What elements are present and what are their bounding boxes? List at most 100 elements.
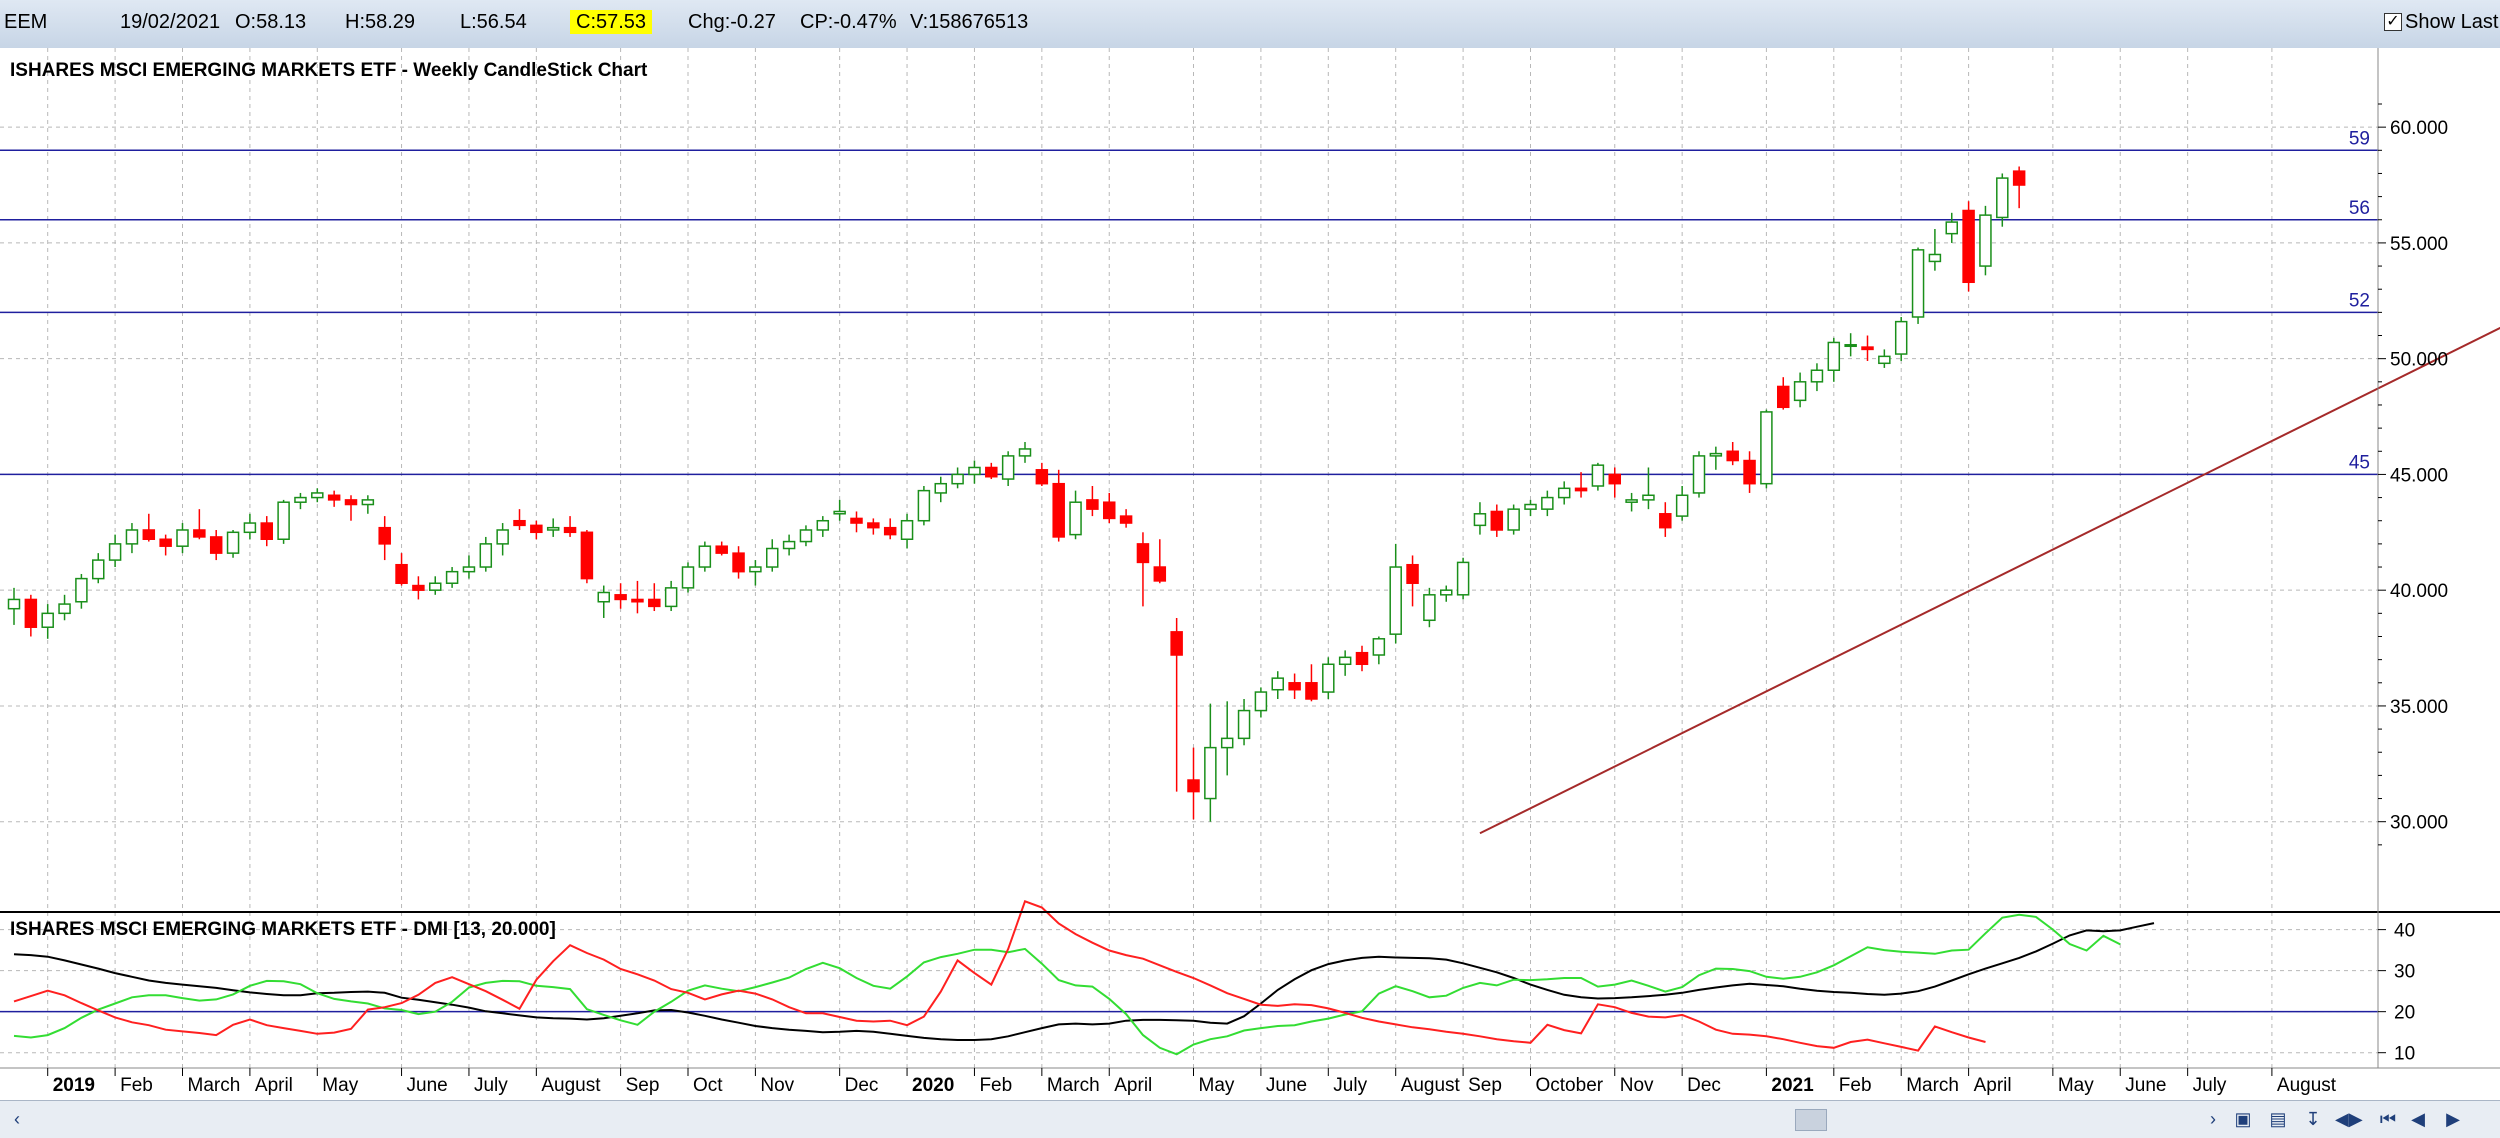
level-label: 56	[2349, 198, 2370, 219]
axes: 60.000 55.000 50.000 45.000 40.000 35.000 30.0…	[0, 48, 2500, 1096]
candle-body	[1894, 320, 1908, 355]
candle-body	[597, 591, 610, 603]
candle-body	[1035, 469, 1049, 485]
dmi-chart-title: ISHARES MSCI EMERGING MARKETS ETF - DMI …	[10, 919, 556, 940]
zoom-in-icon[interactable]: ▣	[2234, 1109, 2252, 1129]
zoom-out-icon[interactable]: ▤	[2269, 1109, 2287, 1129]
candle-body	[1052, 482, 1065, 538]
level-label: 52	[2349, 290, 2370, 311]
candle-body	[648, 598, 661, 608]
candle-body	[1001, 455, 1015, 480]
candle-body	[1220, 737, 1234, 749]
x-tick-label: May	[2058, 1075, 2094, 1096]
candle-body	[1979, 214, 1992, 267]
change-label: Chg:-0.27	[688, 11, 776, 33]
dmi-y-tick-label: 30	[2394, 962, 2415, 983]
candle-body	[1810, 369, 1824, 383]
candle-body	[1675, 494, 1689, 517]
candle-body	[412, 584, 425, 591]
candle-body	[1338, 656, 1352, 666]
level-label: 45	[2349, 452, 2370, 473]
dmi-y-tick-label: 10	[2394, 1044, 2415, 1065]
candle-body	[850, 517, 863, 524]
candle-body	[816, 519, 830, 531]
candle-body	[1844, 344, 1857, 348]
candle-body	[429, 582, 442, 591]
prev-bar-icon[interactable]: ◀	[2411, 1109, 2425, 1129]
horizontal-scrollbar[interactable]: ‹ › ▣ ▤ ↧ ◀▶ ⏮ ◀ ▶	[0, 1100, 2500, 1138]
candle-body	[445, 570, 459, 584]
candle-body	[1726, 450, 1739, 462]
candle-body	[176, 529, 189, 547]
x-tick-label: March	[188, 1075, 241, 1096]
candle-body	[1777, 385, 1790, 409]
candle-body	[1962, 209, 1975, 284]
x-tick-label: Feb	[1839, 1075, 1872, 1096]
candle-body	[1271, 677, 1284, 691]
scroll-left-icon[interactable]: ‹	[14, 1109, 20, 1129]
close-label: C:57.53	[570, 10, 653, 34]
x-tick-label: Dec	[1687, 1075, 1721, 1096]
candle-body	[159, 538, 172, 547]
candle-body	[1928, 253, 1942, 263]
dmi-y-tick-label: 20	[2394, 1003, 2415, 1024]
symbol-label: EEM	[4, 11, 48, 33]
candle-body	[294, 496, 307, 503]
price-panel: 59 56 52 45	[0, 128, 2500, 835]
next-bar-icon[interactable]: ▶	[2446, 1109, 2460, 1129]
x-tick-label: Feb	[120, 1075, 153, 1096]
candle-body	[1996, 177, 2009, 219]
x-tick-label: April	[1114, 1075, 1152, 1096]
chart-area[interactable]: 59 56 52 45 60.000 55.000 50.000 45.000 40.000 3…	[0, 48, 2500, 1100]
candle-body	[546, 526, 560, 531]
candle-body	[1642, 494, 1655, 501]
candle-body	[1136, 543, 1150, 564]
x-tick-label: Feb	[979, 1075, 1012, 1096]
candle-body	[24, 598, 38, 628]
y-tick-label: 50.000	[2390, 350, 2448, 371]
candle-body	[530, 524, 543, 534]
candle-body	[715, 545, 728, 554]
candle-body	[799, 529, 813, 543]
candle-body	[749, 566, 762, 573]
candle-body	[260, 522, 273, 540]
x-tick-label: June	[407, 1075, 448, 1096]
show-last-checkbox[interactable]: ✓	[2384, 13, 2402, 31]
candle-body	[1355, 651, 1369, 666]
low-label: L:56.54	[460, 11, 527, 33]
candle-body	[1692, 455, 1706, 494]
first-bar-icon[interactable]: ⏮	[2379, 1109, 2397, 1129]
candle-body	[1170, 631, 1183, 656]
x-tick-label: 2021	[1771, 1075, 1814, 1096]
candle-body	[395, 563, 408, 584]
candle-body	[580, 531, 594, 580]
candle-body	[1524, 503, 1537, 510]
scroll-thumb[interactable]	[1795, 1109, 1827, 1131]
dmi-panel	[0, 900, 2378, 1056]
candle-body	[378, 526, 391, 545]
candle-body	[833, 510, 846, 515]
candle-body	[1153, 566, 1167, 582]
candle-body	[92, 559, 105, 580]
candle-body	[327, 494, 341, 501]
open-label: O:58.13	[235, 11, 307, 33]
candle-body	[1440, 589, 1453, 596]
candle-body	[1187, 779, 1200, 793]
x-tick-label: Sep	[1468, 1075, 1502, 1096]
candle-body	[1018, 448, 1032, 457]
candle-body	[193, 529, 206, 538]
x-tick-label: August	[541, 1075, 601, 1096]
candle-body	[934, 482, 947, 494]
export-icon[interactable]: ↧	[2305, 1109, 2321, 1129]
x-tick-label: Nov	[760, 1075, 794, 1096]
scroll-right-icon[interactable]: ›	[2210, 1109, 2216, 1129]
candle-body	[277, 501, 290, 540]
candle-body	[1760, 411, 1773, 485]
grid	[0, 48, 2378, 1068]
candle-body	[1541, 496, 1554, 510]
x-tick-label: July	[2193, 1075, 2227, 1096]
y-tick-label: 40.000	[2390, 581, 2448, 602]
x-tick-label: May	[1199, 1075, 1235, 1096]
expand-icon[interactable]: ◀▶	[2335, 1109, 2363, 1129]
candle-body	[766, 547, 779, 568]
